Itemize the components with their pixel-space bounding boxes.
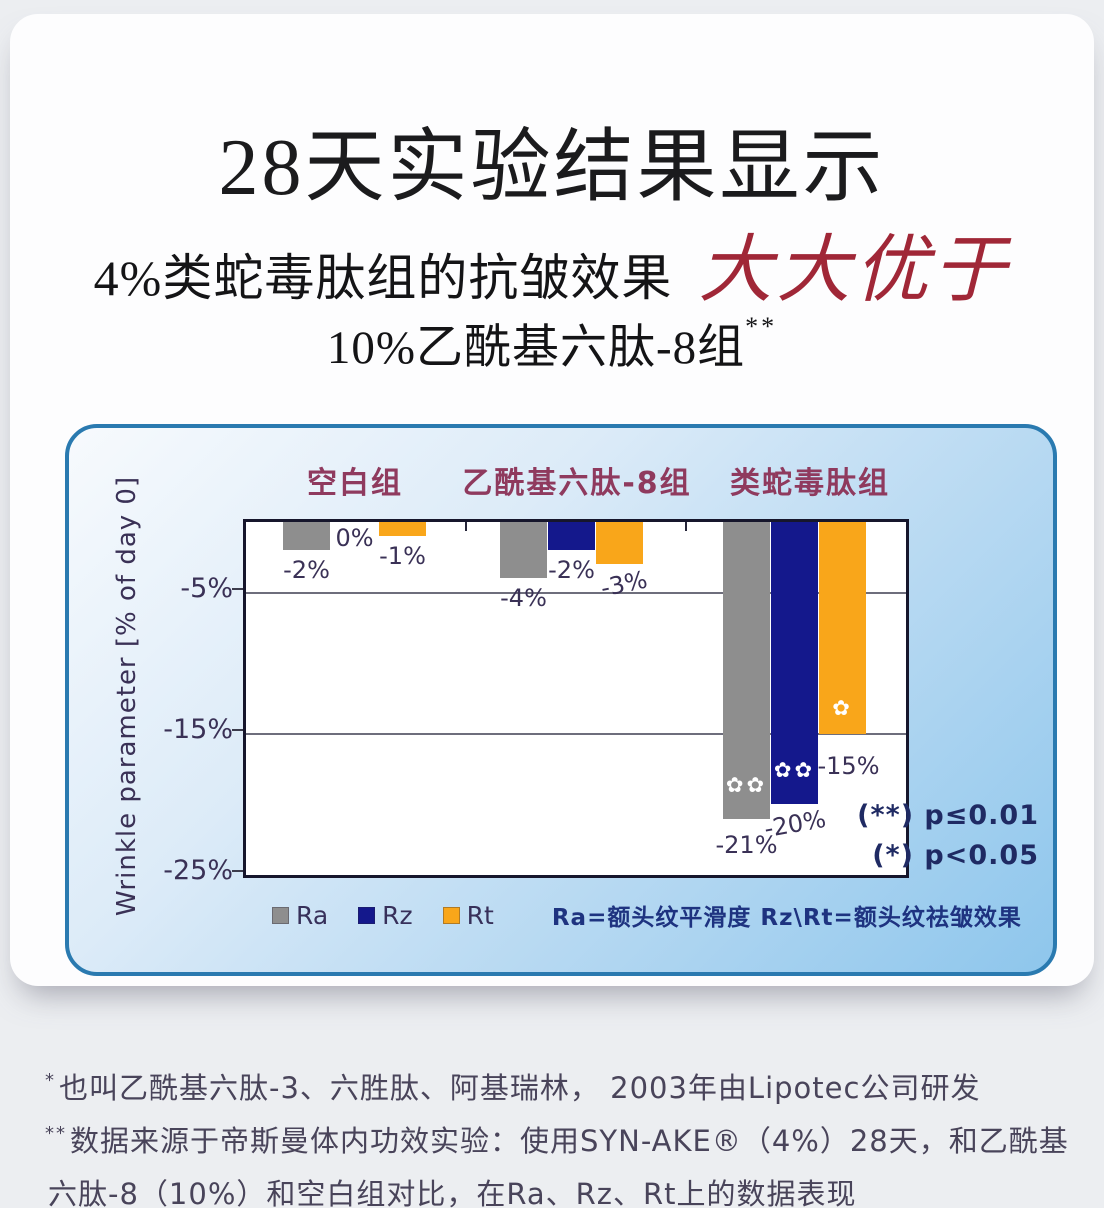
y-tick-mark	[232, 588, 243, 590]
legend-explanation: Ra=额头纹平滑度 Rz\Rt=额头纹祛皱效果	[551, 905, 1022, 931]
y-tick-mark	[232, 870, 243, 872]
bar-value-label: -15%	[817, 752, 880, 780]
bar-rz-group3	[771, 522, 818, 804]
bar-rz-group2	[548, 522, 595, 550]
significance-stars: ✿✿	[725, 773, 768, 797]
y-tick-label: -5%	[180, 573, 233, 604]
footnote-marker: **	[45, 1123, 67, 1144]
legend-swatch-ra	[272, 906, 289, 924]
subtitle-text: 4%类蛇毒肽组的抗皱效果	[93, 250, 673, 306]
legend-item-rz: Rz	[358, 901, 413, 930]
legend-swatch-rt	[442, 906, 460, 924]
subtitle-line2-text: 10%乙酰基六肽-8组	[326, 322, 746, 374]
subtitle-line2-footmark: **	[745, 312, 778, 341]
group-label-hexapeptide: 乙酰基六肽-8组	[462, 466, 692, 501]
footnote-text: 也叫乙酰基六肽-3、六胜肽、阿基瑞林， 2003年由Lipotec公司研发	[59, 1071, 981, 1105]
bar-value-label: 0%	[335, 524, 374, 552]
gridline-minus5	[246, 592, 906, 594]
category-separator-tick	[685, 522, 687, 531]
legend-item-ra: Ra	[272, 901, 328, 930]
chart-legend: Ra Rz Rt Ra=额头纹平滑度 Rz\Rt=额头纹祛皱效果	[272, 898, 1022, 932]
bar-value-label: -4%	[500, 584, 547, 612]
footnote-marker: *	[45, 1070, 56, 1091]
footnotes: * 也叫乙酰基六肽-3、六胜肽、阿基瑞林， 2003年由Lipotec公司研发 *…	[45, 1058, 1069, 1208]
group-label-synake: 类蛇毒肽组	[730, 466, 890, 501]
significance-stars: ✿✿	[773, 758, 816, 782]
bar-ra-group3	[723, 522, 770, 819]
y-tick-label: -15%	[163, 714, 233, 745]
bar-value-label: -20%	[761, 804, 828, 844]
bar-rt-group2	[596, 522, 643, 564]
bar-rt-group3	[819, 522, 866, 734]
page-title: 28天实验结果显示	[218, 124, 886, 212]
bar-value-label: -2%	[548, 556, 595, 584]
group-label-blank: 空白组	[307, 466, 403, 501]
chart-plot-area: -2% 0% -1% -4% -2% -3% ✿✿ -21% ✿✿ -20% ✿ -15%	[243, 519, 909, 878]
legend-swatch-rz	[358, 906, 376, 924]
gridline-minus15	[246, 733, 906, 735]
bar-value-label: -3%	[597, 565, 650, 603]
category-separator-tick	[465, 522, 467, 531]
y-tick-label: -25%	[163, 855, 233, 886]
footnote-text: 数据来源于帝斯曼体内功效实验：使用SYN-AKE®（4%）28天，和乙酰基	[70, 1124, 1069, 1158]
legend-label-rt: Rt	[466, 900, 494, 930]
bar-value-label: -1%	[379, 542, 426, 570]
footnote-line: 六肽-8（10%）和空白组对比，在Ra、Rz、Rt上的数据表现	[45, 1164, 1069, 1208]
y-tick-mark	[232, 729, 243, 731]
subtitle-line2: 10%乙酰基六肽-8组**	[10, 308, 1094, 377]
bar-ra-group1	[283, 522, 330, 550]
bar-value-label: -21%	[715, 831, 778, 859]
bar-value-label: -2%	[283, 556, 330, 584]
significance-note: (**) p≤0.01 (*) p<0.05	[857, 796, 1039, 876]
footnote-text: 六肽-8（10%）和空白组对比，在Ra、Rz、Rt上的数据表现	[48, 1177, 857, 1208]
subtitle-emphasis: 大大优于	[698, 230, 1011, 312]
pvalue-line-2: (*) p<0.05	[872, 840, 1039, 871]
content-card: 28天实验结果显示 4%类蛇毒肽组的抗皱效果 大大优于 10%乙酰基六肽-8组*…	[10, 14, 1094, 986]
pvalue-line-1: (**) p≤0.01	[857, 800, 1039, 831]
footnote-line: * 也叫乙酰基六肽-3、六胜肽、阿基瑞林， 2003年由Lipotec公司研发	[45, 1058, 1069, 1111]
legend-label-rz: Rz	[382, 900, 413, 930]
bar-ra-group2	[500, 522, 547, 578]
legend-item-rt: Rt	[442, 900, 494, 930]
subtitle: 4%类蛇毒肽组的抗皱效果 大大优于	[10, 210, 1094, 317]
legend-label-ra: Ra	[296, 900, 329, 930]
y-axis-title: Wrinkle parameter [% of day 0]	[112, 475, 142, 917]
bar-rt-group1	[379, 522, 426, 536]
significance-stars: ✿	[832, 696, 853, 720]
footnote-line: ** 数据来源于帝斯曼体内功效实验：使用SYN-AKE®（4%）28天，和乙酰基	[45, 1111, 1069, 1164]
chart-panel: 空白组 乙酰基六肽-8组 类蛇毒肽组 Wrinkle parameter [% …	[65, 424, 1057, 976]
